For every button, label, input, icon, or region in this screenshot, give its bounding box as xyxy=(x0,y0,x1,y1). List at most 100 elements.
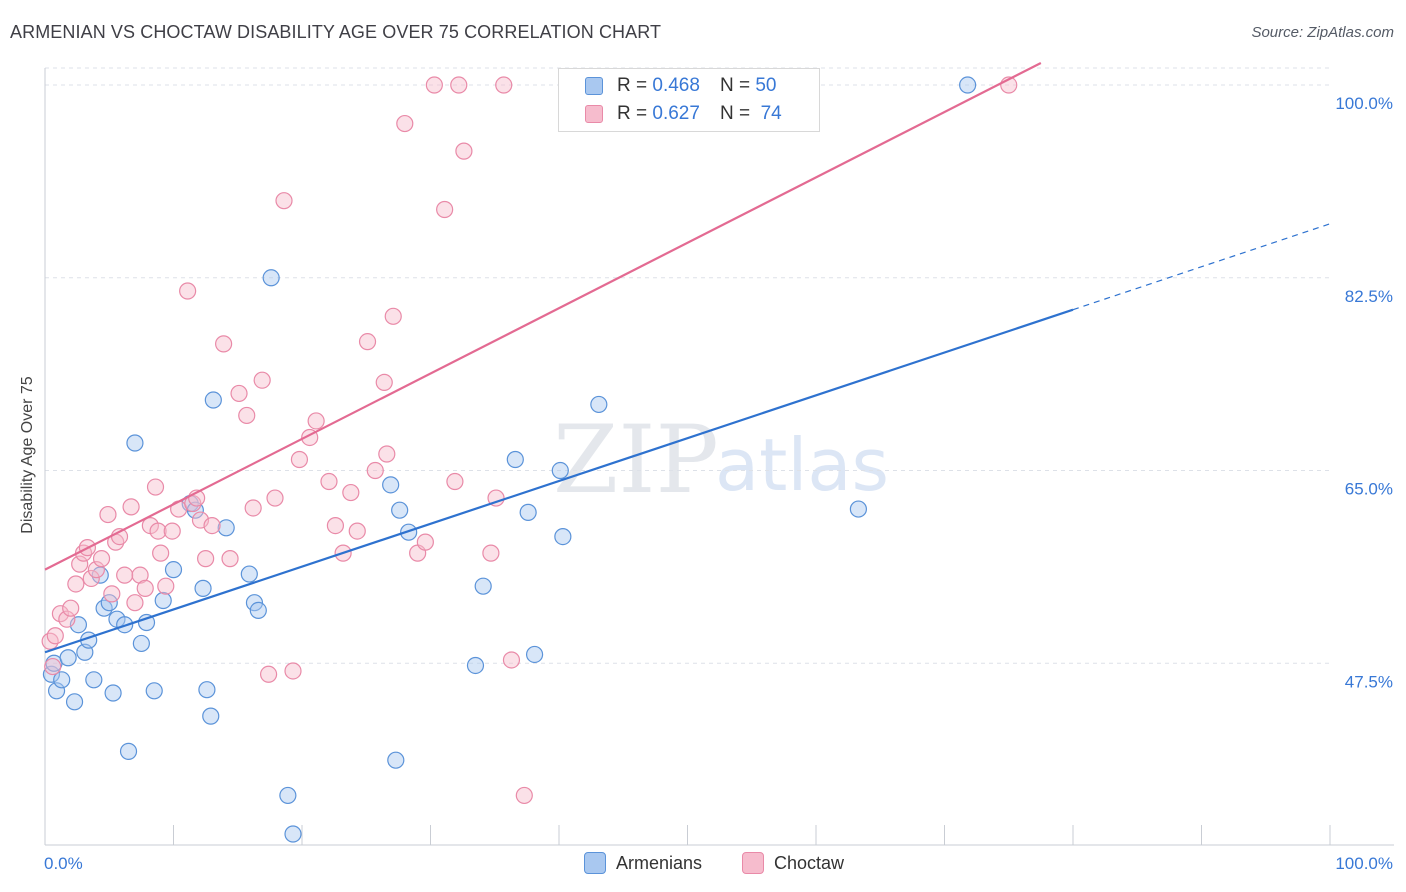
legend-row-armenians: R = 0.468 N = 50 xyxy=(585,75,776,97)
choctaw-swatch xyxy=(585,105,603,123)
choctaw-point-21 xyxy=(136,579,154,597)
x-tick-label-min: 0.0% xyxy=(44,854,83,873)
armenians-point-28 xyxy=(204,391,222,409)
armenians-point-31 xyxy=(245,594,264,612)
armenians-point-3 xyxy=(53,671,71,689)
armenians-point-26 xyxy=(198,681,216,699)
choctaw-point-65 xyxy=(455,142,473,160)
choctaw-n-value: 74 xyxy=(760,103,782,124)
armenians-trend-extension xyxy=(1072,223,1331,311)
choctaw-point-36 xyxy=(221,550,239,568)
choctaw-point-24 xyxy=(149,522,167,540)
choctaw-point-25 xyxy=(152,544,170,562)
armenians-trend-line xyxy=(44,308,1074,654)
choctaw-point-1 xyxy=(44,657,62,676)
choctaw-point-11 xyxy=(87,561,106,579)
choctaw-point-48 xyxy=(320,472,338,491)
y-tick-label-2: 82.5% xyxy=(1345,287,1393,306)
y-tick-label-0: 47.5% xyxy=(1345,672,1393,691)
armenians-point-47 xyxy=(590,395,608,414)
choctaw-point-35 xyxy=(215,335,233,353)
choctaw-point-2 xyxy=(46,627,64,645)
stats-legend: R = 0.468 N = 50 R = 0.627 N = 74 xyxy=(558,68,820,132)
armenians-legend-label: Armenians xyxy=(616,852,703,873)
legend-row-choctaw: R = 0.627 N = 74 xyxy=(585,103,782,125)
bottom-legend-armenians: Armenians xyxy=(584,852,702,874)
choctaw-point-60 xyxy=(416,533,434,551)
choctaw-r-label: R = xyxy=(617,103,648,124)
armenians-point-30 xyxy=(240,565,258,583)
trend-lines xyxy=(44,62,1331,654)
watermark: ZIP atlas xyxy=(553,406,889,515)
armenians-point-34 xyxy=(279,786,297,805)
choctaw-point-38 xyxy=(238,406,256,425)
choctaw-point-40 xyxy=(253,371,271,389)
choctaw-point-33 xyxy=(197,550,215,568)
armenians-point-32 xyxy=(249,601,267,620)
choctaw-point-17 xyxy=(116,566,134,584)
armenians-n-label: N = xyxy=(719,75,751,96)
choctaw-point-66 xyxy=(482,544,500,562)
choctaw-point-39 xyxy=(244,499,262,517)
source-label: Source: ZipAtlas.com xyxy=(1251,24,1394,41)
armenians-point-29 xyxy=(217,519,235,537)
choctaw-point-70 xyxy=(515,786,533,805)
armenians-point-21 xyxy=(154,591,172,610)
choctaw-r-value: 0.627 xyxy=(652,103,700,124)
armenians-point-2 xyxy=(47,682,66,700)
armenians-legend-swatch xyxy=(584,852,606,874)
choctaw-point-7 xyxy=(71,555,89,573)
choctaw-point-61 xyxy=(425,76,443,94)
armenians-r-label: R = xyxy=(617,75,648,96)
choctaw-legend-swatch xyxy=(742,852,764,874)
bottom-legend-choctaw: Choctaw xyxy=(742,852,844,874)
armenians-point-25 xyxy=(194,579,212,597)
armenians-point-13 xyxy=(104,684,122,702)
armenians-point-33 xyxy=(262,269,280,287)
armenians-point-43 xyxy=(519,503,537,521)
armenians-point-35 xyxy=(284,825,302,843)
choctaw-point-67 xyxy=(487,489,505,507)
armenians-point-49 xyxy=(959,76,977,94)
armenians-points xyxy=(42,76,977,843)
choctaw-n-label: N = xyxy=(719,103,751,124)
tick-labels: 47.5% 65.0% 82.5% 100.0% 0.0% 100.0% xyxy=(44,94,1393,873)
armenians-point-18 xyxy=(132,634,150,653)
armenians-point-9 xyxy=(85,671,103,689)
armenians-point-36 xyxy=(382,476,400,494)
grid-lines xyxy=(45,67,1330,664)
choctaw-point-43 xyxy=(275,192,293,210)
armenians-swatch xyxy=(585,77,603,95)
choctaw-point-27 xyxy=(163,522,181,540)
choctaw-point-37 xyxy=(230,384,248,403)
choctaw-point-58 xyxy=(396,114,414,133)
choctaw-point-69 xyxy=(502,651,521,669)
choctaw-point-14 xyxy=(103,585,121,603)
axes xyxy=(44,68,1394,846)
armenians-point-17 xyxy=(126,434,144,452)
choctaw-point-62 xyxy=(436,200,454,219)
choctaw-point-64 xyxy=(450,76,468,94)
choctaw-point-57 xyxy=(384,307,402,325)
x-tick-label-max: 100.0% xyxy=(1335,854,1393,873)
armenians-point-27 xyxy=(202,707,220,725)
armenians-point-22 xyxy=(164,561,183,579)
armenians-point-37 xyxy=(387,751,405,769)
choctaw-point-49 xyxy=(326,516,345,535)
y-tick-label-1: 65.0% xyxy=(1345,480,1393,499)
choctaw-point-13 xyxy=(99,505,117,524)
choctaw-point-29 xyxy=(179,282,197,300)
choctaw-point-6 xyxy=(67,575,85,593)
armenians-r-value: 0.468 xyxy=(652,75,700,96)
choctaw-point-44 xyxy=(284,662,302,680)
choctaw-point-55 xyxy=(375,373,393,392)
choctaw-point-63 xyxy=(446,472,464,491)
choctaw-point-45 xyxy=(290,450,309,469)
choctaw-point-20 xyxy=(131,566,149,584)
choctaw-point-4 xyxy=(58,610,76,628)
armenians-point-19 xyxy=(137,613,156,632)
armenians-point-44 xyxy=(525,645,544,664)
choctaw-point-5 xyxy=(62,599,80,617)
armenians-point-5 xyxy=(65,693,84,711)
